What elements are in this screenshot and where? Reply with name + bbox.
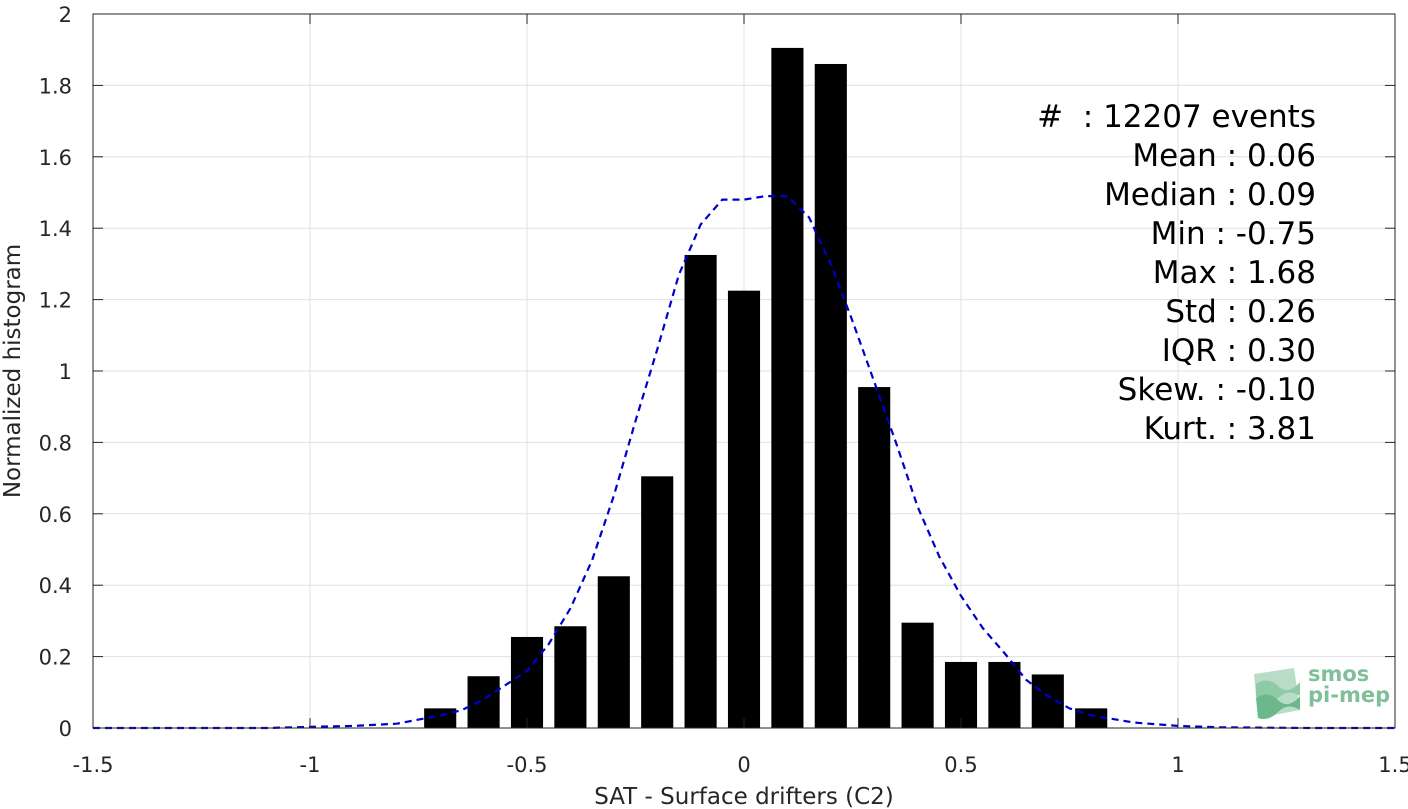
histogram-bar [641, 476, 674, 728]
x-tick-label: -0.5 [507, 753, 548, 777]
stat-skew: Skew. : -0.10 [1117, 372, 1316, 408]
fit-curve [93, 195, 1395, 730]
x-tick-label: 0.5 [944, 753, 977, 777]
x-tick-label: 0 [737, 753, 750, 777]
histogram-bars [424, 47, 1108, 729]
y-tick-label: 0 [59, 717, 72, 741]
x-tick-label: -1.5 [73, 753, 114, 777]
y-axis-title: Normalized histogram [0, 244, 26, 498]
logo-line1: smos [1308, 662, 1370, 686]
y-tick-label: 1.2 [39, 289, 72, 313]
histogram-bar [771, 47, 804, 729]
histogram-bar [901, 622, 934, 728]
histogram-bar [510, 636, 544, 728]
logo-waves-icon [1254, 668, 1300, 720]
stat-median: Median : 0.09 [1104, 177, 1316, 213]
stat-kurt: Kurt. : 3.81 [1143, 411, 1316, 447]
histogram-bar [727, 290, 761, 728]
y-tick-label: 1.8 [39, 74, 72, 98]
stat-max: Max : 1.68 [1152, 255, 1316, 291]
x-axis-ticks: -1.5 -1 -0.5 0 0.5 1 1.5 [73, 14, 1408, 777]
y-tick-label: 0.8 [39, 431, 72, 455]
y-tick-label: 1.4 [39, 217, 72, 241]
stat-iqr: IQR : 0.30 [1161, 333, 1316, 369]
histogram-bar [684, 254, 717, 728]
histogram-bar [814, 63, 847, 729]
logo-line2: pi-mep [1308, 683, 1391, 707]
y-tick-label: 2 [59, 3, 72, 27]
histogram-bar [467, 676, 500, 728]
y-tick-label: 0.2 [39, 646, 72, 670]
histogram-bar [944, 661, 978, 728]
x-axis-title: SAT - Surface drifters (C2) [594, 784, 894, 809]
y-tick-label: 1.6 [39, 146, 72, 170]
y-tick-label: 0.4 [39, 574, 72, 598]
histogram-bar [858, 387, 891, 728]
stat-events: # : 12207 events [1037, 99, 1316, 135]
stat-std: Std : 0.26 [1165, 294, 1316, 330]
y-tick-label: 1 [59, 360, 72, 384]
histogram-bar [424, 708, 457, 728]
stat-mean: Mean : 0.06 [1132, 138, 1316, 174]
histogram-bar [988, 661, 1021, 728]
x-tick-label: 1.5 [1378, 753, 1408, 777]
histogram-bar [554, 626, 587, 728]
y-tick-label: 0.6 [39, 503, 72, 527]
logo-text: smos pi-mep [1308, 664, 1390, 706]
smos-pimep-logo: smos pi-mep [1250, 664, 1395, 720]
statistics-panel: # : 12207 events Mean : 0.06 Median : 0.… [1037, 98, 1316, 449]
x-tick-label: -1 [300, 753, 321, 777]
y-axis-ticks: 0 0.2 0.4 0.6 0.8 1 1.2 1.4 1.6 1.8 2 [39, 3, 1395, 741]
stat-min: Min : -0.75 [1150, 216, 1316, 252]
histogram-bar [597, 576, 630, 728]
x-tick-label: 1 [1171, 753, 1184, 777]
